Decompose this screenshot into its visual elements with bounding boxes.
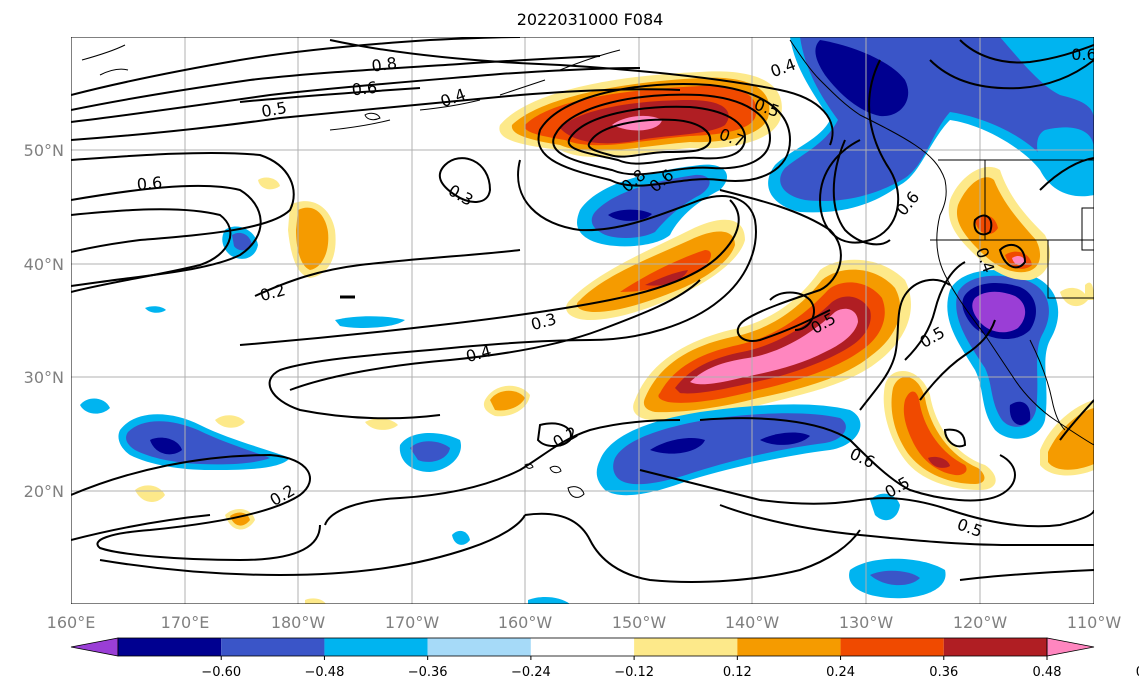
contour-label: 0.6 bbox=[351, 78, 378, 100]
colorbar-tick-label: −0.60 bbox=[201, 665, 241, 680]
colorbar-tick-label: −0.12 bbox=[614, 665, 654, 680]
lon-tick-label: 140°W bbox=[725, 613, 780, 632]
map-panel: 0.8 0.6 0.5 0.4 0.6 0.3 0.2 0.3 0.4 0.2 … bbox=[71, 37, 1096, 604]
colorbar-segment bbox=[737, 638, 841, 656]
contour-label: 0.6 bbox=[1071, 45, 1096, 64]
colorbar-segment bbox=[530, 638, 635, 656]
colorbar: −0.60 −0.48 −0.36 −0.24 −0.12 0.12 0.24 0.36 0.4… bbox=[70, 637, 1139, 680]
colorbar-segment bbox=[221, 638, 325, 656]
lon-tick-label: 170°W bbox=[385, 613, 440, 632]
colorbar-tick-label: 0.24 bbox=[826, 665, 855, 680]
colorbar-tick-label: 0.60 bbox=[1136, 665, 1139, 680]
map-title: 2022031000 F084 bbox=[517, 10, 664, 29]
shaded-anomaly-fields bbox=[80, 37, 1094, 604]
latitude-tick-labels: 50°N 40°N 30°N 20°N bbox=[24, 141, 64, 501]
lon-tick-label: 130°W bbox=[839, 613, 894, 632]
colorbar-tick-label: 0.12 bbox=[723, 665, 752, 680]
colorbar-frame bbox=[117, 637, 1048, 657]
lon-tick-label: 180°W bbox=[271, 613, 326, 632]
lon-tick-label: 170°E bbox=[161, 613, 210, 632]
colorbar-segment bbox=[427, 638, 531, 656]
lat-tick-label: 30°N bbox=[24, 368, 64, 387]
longitude-tick-labels: 160°E 170°E 180°W 170°W 160°W 150°W 140°… bbox=[47, 613, 1122, 632]
lat-tick-label: 20°N bbox=[24, 482, 64, 501]
lat-tick-label: 40°N bbox=[24, 255, 64, 274]
contour-label: 0.8 bbox=[370, 53, 398, 75]
colorbar-segment bbox=[943, 638, 1047, 656]
colorbar-segment bbox=[634, 638, 738, 656]
colorbar-tick-label: −0.48 bbox=[305, 665, 345, 680]
colorbar-segment bbox=[840, 638, 944, 656]
lon-tick-label: 110°W bbox=[1067, 613, 1122, 632]
colorbar-tick-label: 0.48 bbox=[1033, 665, 1062, 680]
lat-tick-label: 50°N bbox=[24, 141, 64, 160]
colorbar-extend-high bbox=[1046, 637, 1095, 657]
lon-tick-label: 120°W bbox=[953, 613, 1008, 632]
contour-lines bbox=[71, 37, 1094, 583]
colorbar-segment bbox=[118, 638, 222, 656]
colorbar-tick-label: −0.24 bbox=[511, 665, 551, 680]
lon-tick-label: 150°W bbox=[612, 613, 667, 632]
coastlines bbox=[81, 39, 1094, 498]
colorbar-extend-low bbox=[70, 637, 119, 657]
contour-label: 0.5 bbox=[260, 98, 288, 121]
lon-tick-label: 160°W bbox=[498, 613, 553, 632]
lon-tick-label: 160°E bbox=[47, 613, 96, 632]
colorbar-tick-label: −0.36 bbox=[408, 665, 448, 680]
colorbar-segment bbox=[324, 638, 428, 656]
contour-label: 0.6 bbox=[136, 173, 163, 194]
colorbar-tick-label: 0.36 bbox=[929, 665, 958, 680]
